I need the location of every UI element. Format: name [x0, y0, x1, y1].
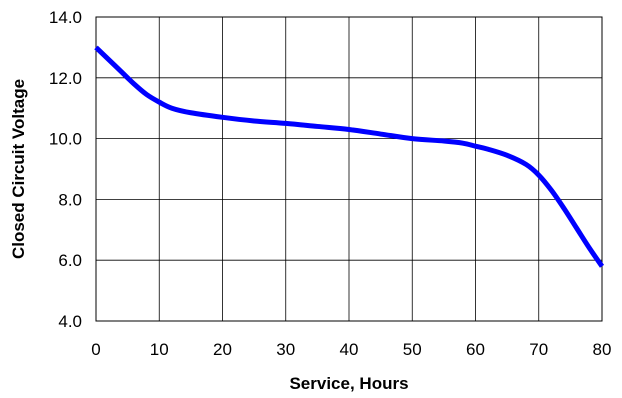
voltage-series-line	[94, 45, 605, 268]
x-axis-title: Service, Hours	[289, 374, 408, 393]
x-tick-label: 0	[91, 340, 100, 359]
x-axis-tick-labels: 0 10 20 30 40 50 60 70 80	[91, 340, 611, 359]
y-tick-label: 6.0	[58, 251, 82, 270]
x-tick-label: 60	[466, 340, 485, 359]
x-tick-label: 70	[529, 340, 548, 359]
y-tick-label: 8.0	[58, 190, 82, 209]
y-axis-tick-labels: 4.0 6.0 8.0 10.0 12.0 14.0	[49, 8, 82, 331]
series-layer	[94, 45, 605, 268]
x-tick-label: 20	[213, 340, 232, 359]
x-tick-label: 40	[340, 340, 359, 359]
plot-border	[95, 16, 603, 322]
y-axis-title: Closed Circuit Voltage	[9, 79, 28, 259]
y-tick-label: 10.0	[49, 130, 82, 149]
x-tick-label: 80	[593, 340, 612, 359]
y-tick-label: 4.0	[58, 312, 82, 331]
x-tick-label: 50	[403, 340, 422, 359]
x-tick-label: 30	[276, 340, 295, 359]
y-tick-label: 12.0	[49, 69, 82, 88]
x-tick-label: 10	[150, 340, 169, 359]
y-tick-label: 14.0	[49, 8, 82, 27]
